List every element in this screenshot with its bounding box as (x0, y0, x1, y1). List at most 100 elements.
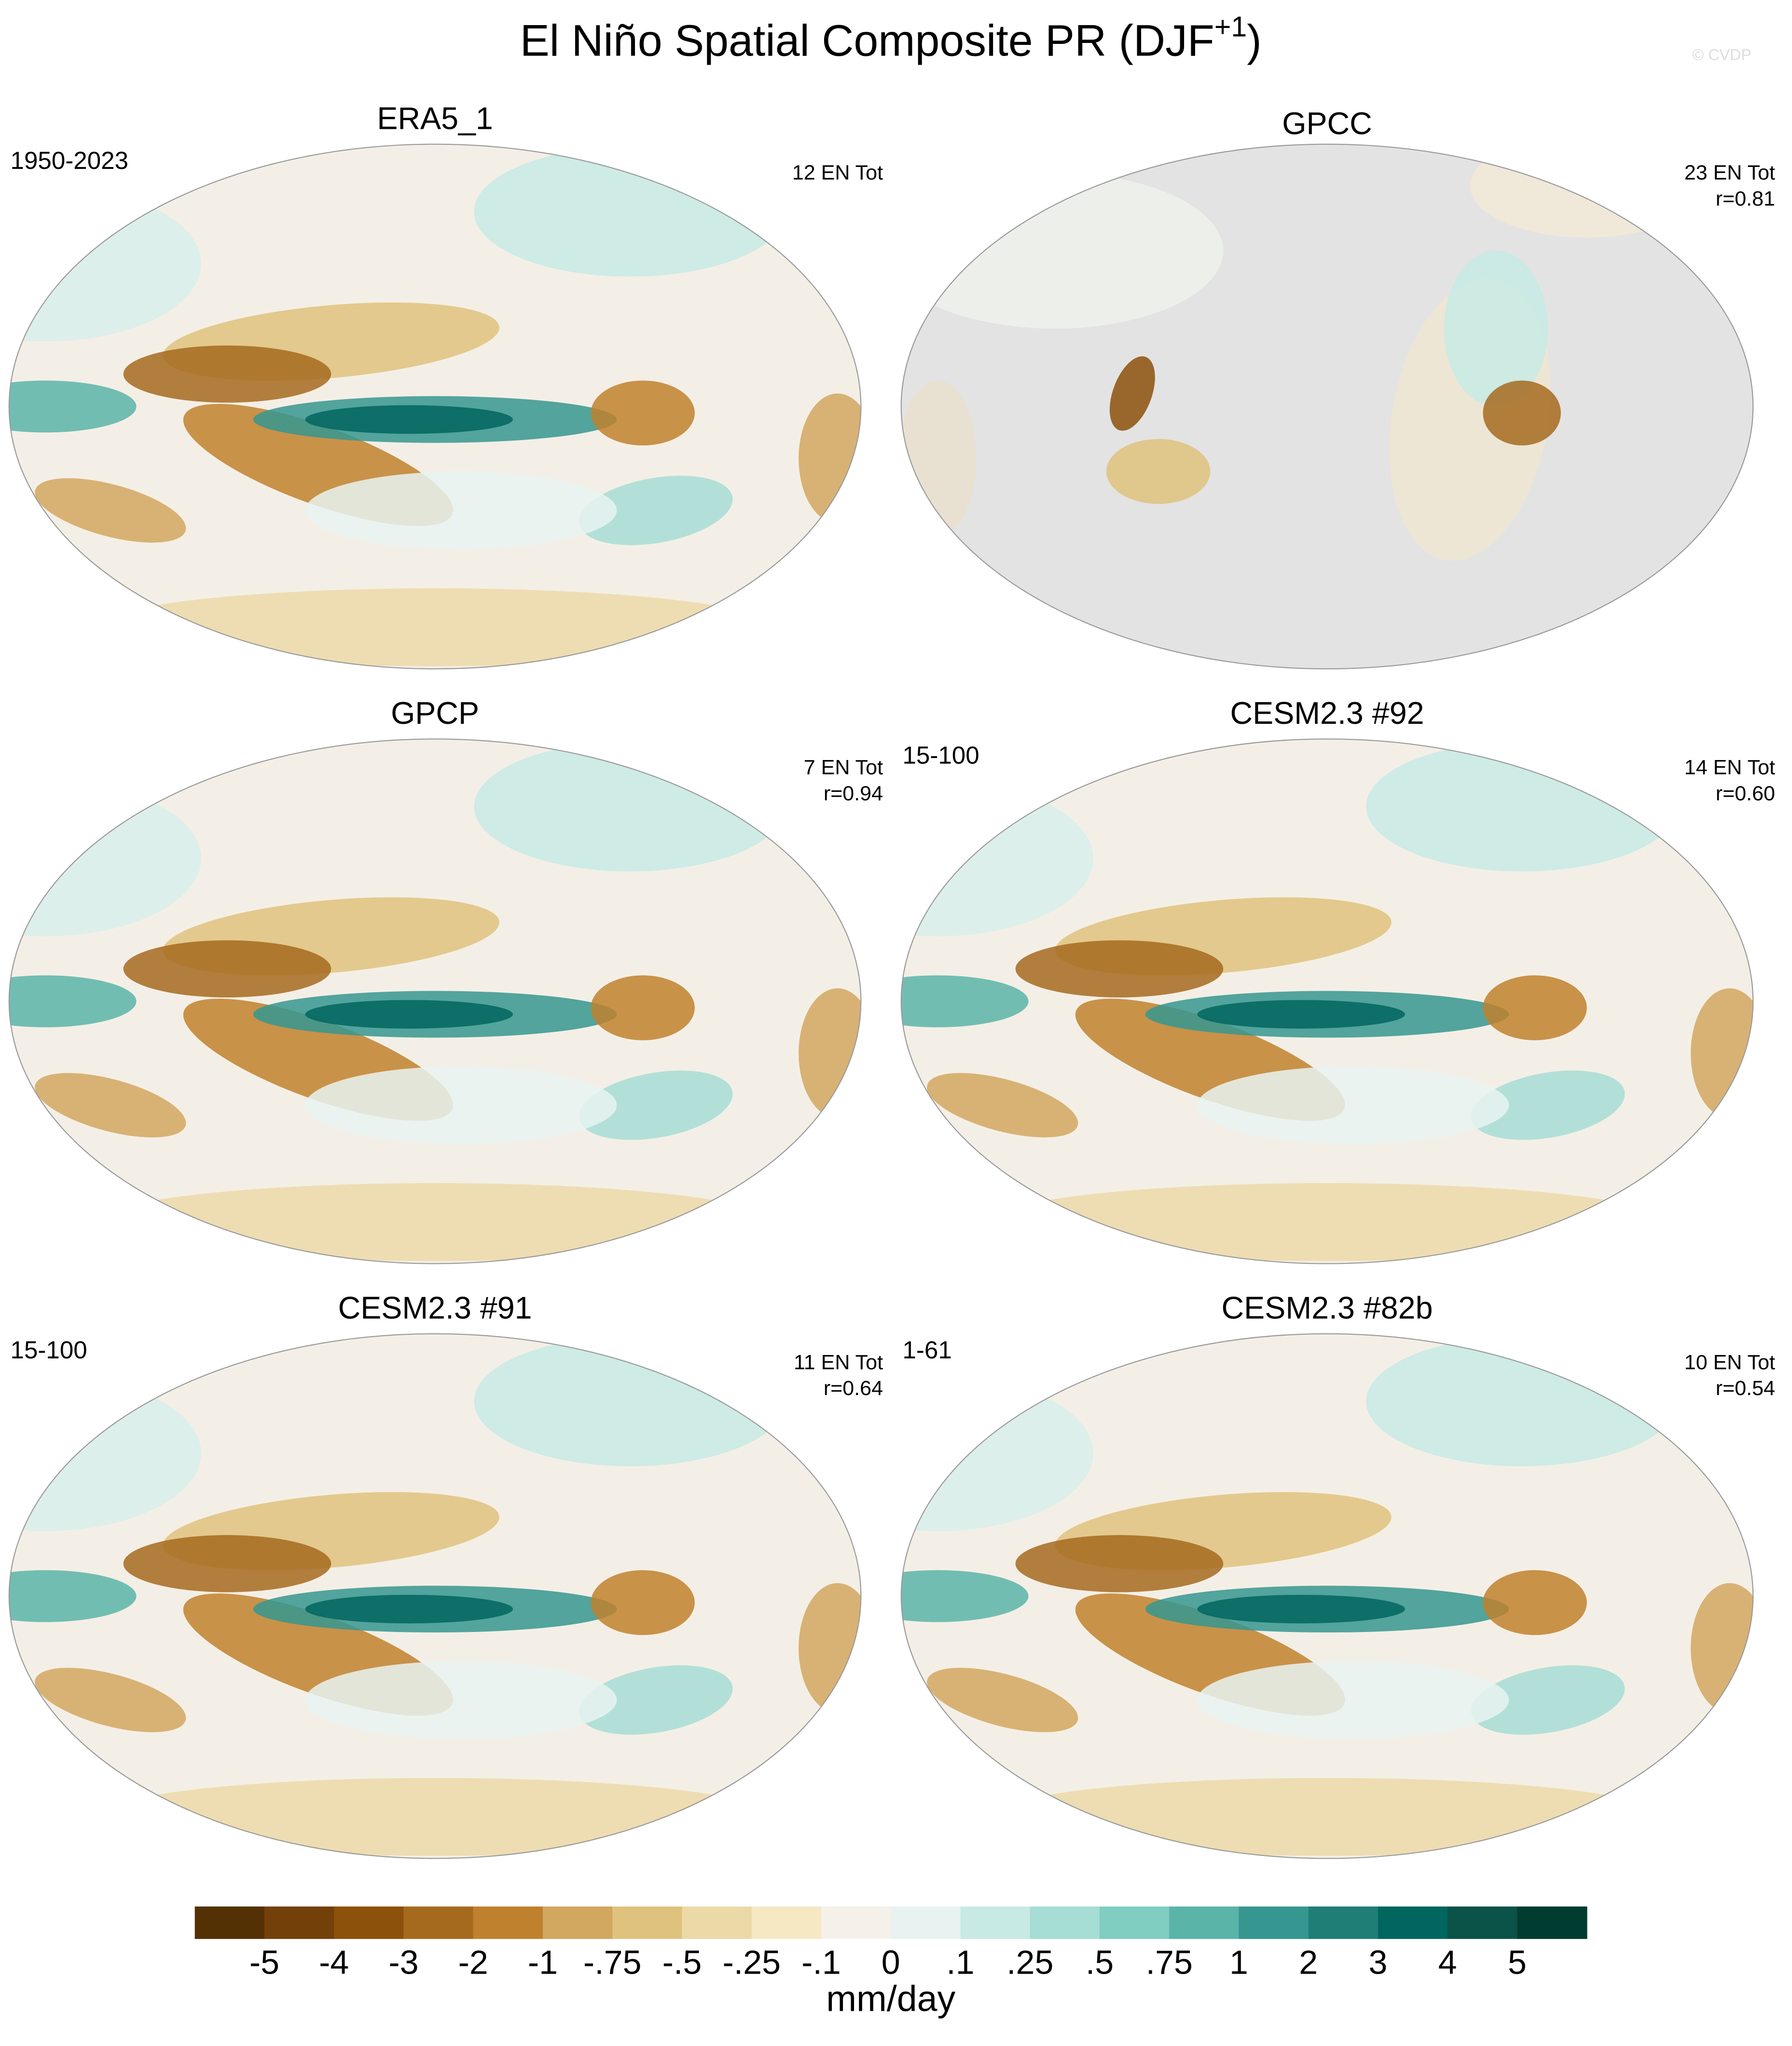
panel-stat: 12 EN Tot (792, 161, 883, 184)
figure-title: El Niño Spatial Composite PR (DJF+1) (520, 10, 1262, 66)
colorbar-box (1517, 1906, 1587, 1939)
field-shape (989, 1778, 1665, 1856)
map-outline (900, 1333, 1754, 1859)
field-shape (1471, 1070, 1625, 1140)
field-shape (123, 940, 331, 997)
field-shape (901, 975, 1029, 1027)
colorbar-box (751, 1906, 822, 1939)
field-shape (1015, 940, 1224, 997)
title-end: ) (1247, 16, 1261, 66)
field-shape (579, 1665, 733, 1735)
field-shape (1366, 1336, 1678, 1466)
colorbar-box (1378, 1906, 1448, 1939)
field-shape (591, 975, 695, 1040)
colorbar-label: -3 (388, 1943, 418, 1981)
field-shape (1197, 1661, 1509, 1739)
title-superscript: +1 (1214, 10, 1247, 42)
colorbar-box (473, 1906, 543, 1939)
colorbar-box (542, 1906, 613, 1939)
colorbar-label: -.25 (722, 1943, 781, 1981)
colorbar-label: 2 (1299, 1943, 1318, 1981)
panel-title: ERA5_1 (377, 101, 493, 136)
panel-stat: 14 EN Tot (1684, 756, 1775, 779)
field-shape (305, 1000, 513, 1029)
colorbar-box (612, 1906, 683, 1939)
colorbar-label: .1 (946, 1943, 974, 1981)
colorbar-box (1099, 1906, 1170, 1939)
colorbar-box (821, 1906, 892, 1939)
colorbar-box (891, 1906, 961, 1939)
panel-stat: 11 EN Tot (794, 1351, 883, 1374)
field-shape (97, 1183, 773, 1261)
panel-title: CESM2.3 #82b (1222, 1291, 1433, 1326)
colorbar-box (682, 1906, 752, 1939)
field-shape (9, 975, 137, 1027)
panel-stat: r=0.60 (1716, 782, 1775, 805)
map-outline (8, 738, 862, 1264)
field-shape (989, 1183, 1665, 1261)
field-shape (35, 1073, 186, 1138)
colorbar-label: 4 (1438, 1943, 1457, 1981)
colorbar-box (334, 1906, 404, 1939)
map (900, 738, 1754, 1264)
field-shape (97, 1778, 773, 1856)
field-shape (1015, 1535, 1224, 1592)
field-shape (1483, 380, 1561, 446)
field-shape (1366, 741, 1678, 871)
field-shape (1483, 1570, 1587, 1635)
field-shape (799, 393, 861, 524)
panel-period: 15-100 (902, 742, 979, 769)
panel-stat: 10 EN Tot (1684, 1351, 1775, 1374)
colorbar-label: .25 (1006, 1943, 1053, 1981)
field-shape (305, 405, 513, 434)
colorbar-box (264, 1906, 335, 1939)
colorbar-box (960, 1906, 1031, 1939)
colorbar-box (1030, 1906, 1100, 1939)
field-shape (474, 147, 786, 277)
field-shape (579, 1070, 733, 1140)
field-shape (305, 471, 617, 550)
field-shape (305, 1661, 617, 1739)
map (900, 1333, 1754, 1859)
field-shape (591, 380, 695, 446)
field-shape (1197, 1066, 1509, 1145)
colorbar-label: -.75 (583, 1943, 642, 1981)
colorbar-label: .5 (1086, 1943, 1114, 1981)
colorbar-unit: mm/day (826, 1978, 955, 2018)
colorbar-label: 3 (1369, 1943, 1388, 1981)
field-shape (901, 1570, 1029, 1622)
field-shape (474, 741, 786, 871)
colorbar-box (1308, 1906, 1378, 1939)
field-shape (1109, 356, 1155, 431)
colorbar-label: 0 (882, 1943, 900, 1981)
field-shape (1197, 1000, 1405, 1029)
field-shape (591, 1570, 695, 1635)
panel-title: GPCC (1282, 106, 1372, 141)
panel-stat: r=0.81 (1716, 187, 1775, 210)
colorbar-label: -4 (319, 1943, 349, 1981)
colorbar-box (1447, 1906, 1518, 1939)
field-shape (123, 1535, 331, 1592)
map-outline (8, 1333, 862, 1859)
panel-period: 15-100 (11, 1336, 87, 1364)
field-shape (305, 1594, 513, 1624)
panel-period: 1950-2023 (11, 147, 128, 174)
colorbar-box (194, 1906, 265, 1939)
map-outline (900, 143, 1754, 670)
colorbar-label: -2 (458, 1943, 488, 1981)
field-shape (1197, 1594, 1405, 1624)
map-outline (900, 738, 1754, 1264)
field-shape (1483, 975, 1587, 1040)
colorbar-label: 1 (1229, 1943, 1248, 1981)
colorbar-label: -.1 (801, 1943, 841, 1981)
colorbar-label: -1 (528, 1943, 558, 1981)
maps: ERA5_1 1950-2023 12 EN Tot GPCC 23 EN Tot r=0… (8, 101, 1775, 1859)
panel-stat: 23 EN Tot (1684, 161, 1775, 184)
colorbar-label: .75 (1146, 1943, 1193, 1981)
field-shape (123, 345, 331, 403)
field-shape (9, 1570, 137, 1622)
colorbar-box (1169, 1906, 1240, 1939)
panel-title: CESM2.3 #91 (338, 1291, 532, 1326)
map (8, 143, 862, 670)
panel-stat: r=0.94 (824, 782, 883, 805)
